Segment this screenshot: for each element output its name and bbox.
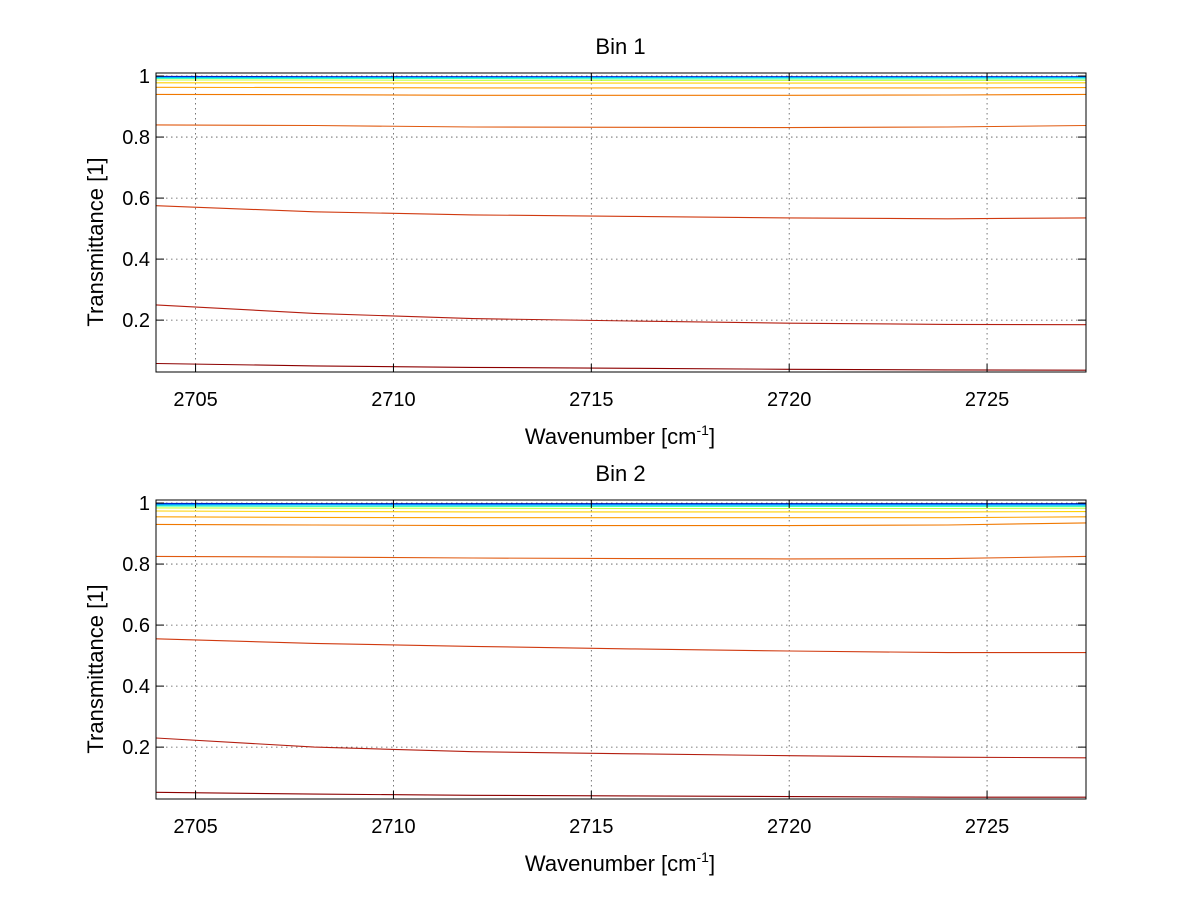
series-line-s6 xyxy=(155,510,1087,513)
x-axis-label: Wavenumber [cm-1] xyxy=(525,422,715,449)
series-line-s12 xyxy=(155,362,1087,371)
x-tick-label: 2705 xyxy=(173,389,218,411)
x-axis-label-close: ] xyxy=(709,851,715,876)
x-tick-label: 2720 xyxy=(767,389,812,411)
x-axis-label-sup: -1 xyxy=(697,849,710,865)
y-tick-label: 0.6 xyxy=(122,188,150,210)
series-line-s10 xyxy=(155,205,1087,220)
series-line-s9 xyxy=(155,555,1087,560)
chart-title: Bin 2 xyxy=(595,461,645,486)
x-tick-label: 2725 xyxy=(965,389,1010,411)
y-axis-label: Transmittance [1] xyxy=(83,157,108,326)
gridlines xyxy=(156,500,1086,799)
chart-title: Bin 1 xyxy=(595,34,645,59)
series-line-s8 xyxy=(155,93,1087,96)
y-tick-label: 0.8 xyxy=(122,554,150,576)
x-tick-label: 2720 xyxy=(767,816,812,838)
series-line-s9 xyxy=(155,124,1087,129)
axis-ticks xyxy=(156,500,1086,799)
series-group xyxy=(155,75,1087,371)
x-tick-label: 2715 xyxy=(569,816,614,838)
plot-frame xyxy=(155,499,1087,800)
x-tick-label: 2725 xyxy=(965,816,1010,838)
y-tick-label: 0.6 xyxy=(122,615,150,637)
gridlines xyxy=(156,73,1086,372)
subplot-bin-2: Bin 2 2705 2710 2715 2720 2725 0.2 0.4 0.6 0.8 1… xyxy=(83,461,1087,876)
y-tick-label: 1 xyxy=(139,66,150,88)
series-line-s8 xyxy=(155,522,1087,527)
series-line-s11 xyxy=(155,304,1087,326)
x-tick-labels: 2705 2710 2715 2720 2725 xyxy=(173,389,1009,411)
x-tick-label: 2710 xyxy=(371,816,416,838)
y-axis-label: Transmittance [1] xyxy=(83,584,108,753)
y-tick-label: 0.2 xyxy=(122,310,150,332)
x-axis-label: Wavenumber [cm-1] xyxy=(525,849,715,876)
x-tick-label: 2715 xyxy=(569,389,614,411)
x-tick-label: 2710 xyxy=(371,389,416,411)
axis-ticks xyxy=(156,73,1086,372)
series-line-s7 xyxy=(155,86,1087,89)
y-tick-label: 0.4 xyxy=(122,249,150,271)
series-line-s12 xyxy=(155,791,1086,798)
y-tick-label: 0.2 xyxy=(122,737,150,759)
series-line-s10 xyxy=(155,638,1086,654)
series-line-s7 xyxy=(155,516,1087,519)
series-line-s5 xyxy=(155,507,1087,510)
x-axis-label-sup: -1 xyxy=(697,422,710,438)
plot-frame xyxy=(155,72,1087,373)
y-tick-label: 0.8 xyxy=(122,127,150,149)
y-tick-labels: 0.2 0.4 0.6 0.8 1 xyxy=(122,493,150,759)
x-axis-label-text: Wavenumber [cm xyxy=(525,851,697,876)
series-line-s11 xyxy=(155,737,1087,759)
x-tick-label: 2705 xyxy=(173,816,218,838)
y-tick-labels: 0.2 0.4 0.6 0.8 1 xyxy=(122,66,150,332)
x-axis-label-text: Wavenumber [cm xyxy=(525,424,697,449)
x-axis-label-close: ] xyxy=(709,424,715,449)
y-tick-label: 1 xyxy=(139,493,150,515)
series-group xyxy=(155,502,1087,798)
y-tick-label: 0.4 xyxy=(122,676,150,698)
subplot-bin-1: Bin 1 2705 2710 2715 2720 2725 0.2 0.4 0.6 0.8 1… xyxy=(83,34,1087,449)
x-tick-labels: 2705 2710 2715 2720 2725 xyxy=(173,816,1009,838)
